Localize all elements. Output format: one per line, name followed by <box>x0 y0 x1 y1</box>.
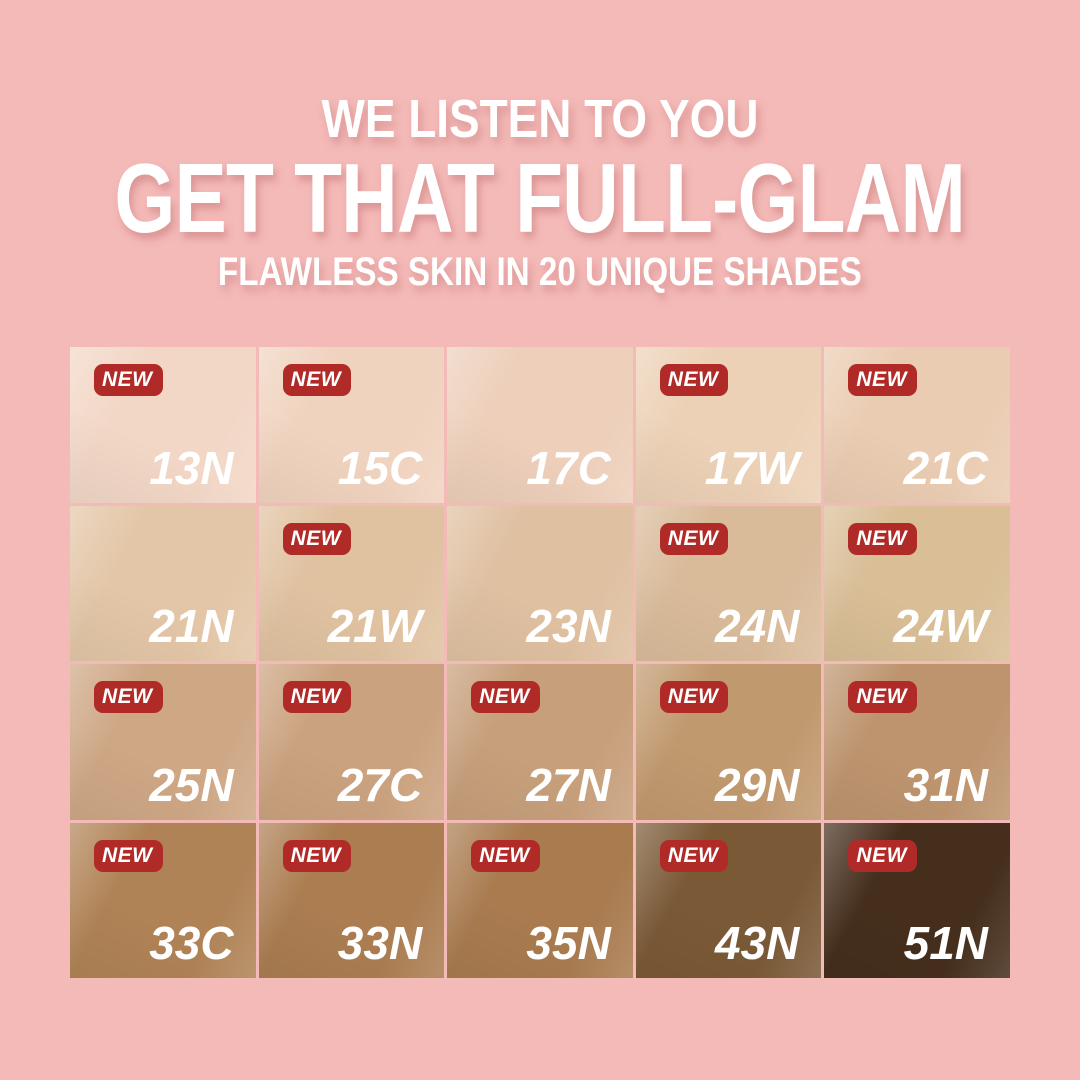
new-badge: NEW <box>282 522 352 555</box>
new-badge: NEW <box>471 839 540 872</box>
new-badge: NEW <box>471 681 540 713</box>
shade-swatch-21C: NEW 21C <box>824 347 1010 503</box>
shade-label: 27N <box>526 758 611 811</box>
shade-label: 23N <box>526 600 611 652</box>
shade-label: 21W <box>327 600 423 652</box>
header-subtitle-top-text: WE LISTEN TO YOU <box>321 89 759 149</box>
new-badge: NEW <box>94 839 163 872</box>
shade-swatch-23N: 23N <box>447 505 633 661</box>
shade-label: 31N <box>903 758 988 811</box>
shade-label: 17W <box>704 441 800 494</box>
new-badge: NEW <box>848 681 917 713</box>
shade-swatch-33N: NEW 33N <box>258 822 445 978</box>
header-title-text: GET THAT FULL-GLAM <box>114 143 967 253</box>
shade-swatch-21N: 21N <box>70 505 256 661</box>
shade-label: 17C <box>526 441 611 494</box>
shade-label: 24W <box>893 600 988 652</box>
shade-swatch-27N: NEW 27N <box>447 664 633 820</box>
shade-label: 25N <box>149 758 234 811</box>
shade-label: 51N <box>903 917 988 969</box>
shade-swatch-21W: NEW 21W <box>258 505 445 661</box>
shade-label: 29N <box>715 758 800 811</box>
header-subtitle-bottom: FLAWLESS SKIN IN 20 UNIQUE SHADES <box>0 250 1080 295</box>
header-subtitle-top: WE LISTEN TO YOU <box>0 88 1080 150</box>
shade-label: 13N <box>149 441 234 494</box>
shade-swatch-17W: NEW 17W <box>635 347 822 503</box>
shade-swatch-43N: NEW 43N <box>635 822 822 978</box>
shade-label: 24N <box>715 600 800 652</box>
shade-label: 35N <box>526 917 611 969</box>
new-badge: NEW <box>94 681 163 713</box>
shade-label: 33N <box>337 917 423 969</box>
header-subtitle-bottom-text: FLAWLESS SKIN IN 20 UNIQUE SHADES <box>218 250 862 294</box>
shade-swatch-33C: NEW 33C <box>70 822 256 978</box>
new-badge: NEW <box>848 364 917 396</box>
shade-swatch-31N: NEW 31N <box>824 664 1010 820</box>
shade-swatch-13N: NEW 13N <box>70 347 256 503</box>
shade-label: 33C <box>149 917 234 969</box>
shade-label: 15C <box>337 441 423 494</box>
new-badge: NEW <box>659 839 729 872</box>
new-badge: NEW <box>659 681 729 713</box>
header-title: GET THAT FULL-GLAM <box>0 142 1080 255</box>
shade-grid: NEW 13N NEW 15C 17C NEW 17W NEW 21C 21N NEW 21W 23N N… <box>70 347 1010 978</box>
new-badge: NEW <box>659 364 729 396</box>
new-badge: NEW <box>848 839 917 872</box>
shade-swatch-35N: NEW 35N <box>447 822 633 978</box>
new-badge: NEW <box>282 681 352 713</box>
shade-swatch-27C: NEW 27C <box>258 664 445 820</box>
new-badge: NEW <box>282 839 352 872</box>
shade-swatch-17C: 17C <box>447 347 633 503</box>
shade-swatch-24N: NEW 24N <box>635 505 822 661</box>
shade-swatch-25N: NEW 25N <box>70 664 256 820</box>
new-badge: NEW <box>94 364 163 396</box>
shade-label: 27C <box>337 758 423 811</box>
shade-label: 21N <box>149 600 234 652</box>
shade-label: 43N <box>715 917 800 969</box>
new-badge: NEW <box>659 522 729 555</box>
new-badge: NEW <box>848 522 917 555</box>
shade-swatch-24W: NEW 24W <box>824 505 1010 661</box>
shade-swatch-29N: NEW 29N <box>635 664 822 820</box>
shade-swatch-15C: NEW 15C <box>258 347 445 503</box>
new-badge: NEW <box>282 364 352 396</box>
shade-label: 21C <box>903 441 988 494</box>
shade-swatch-51N: NEW 51N <box>824 822 1010 978</box>
